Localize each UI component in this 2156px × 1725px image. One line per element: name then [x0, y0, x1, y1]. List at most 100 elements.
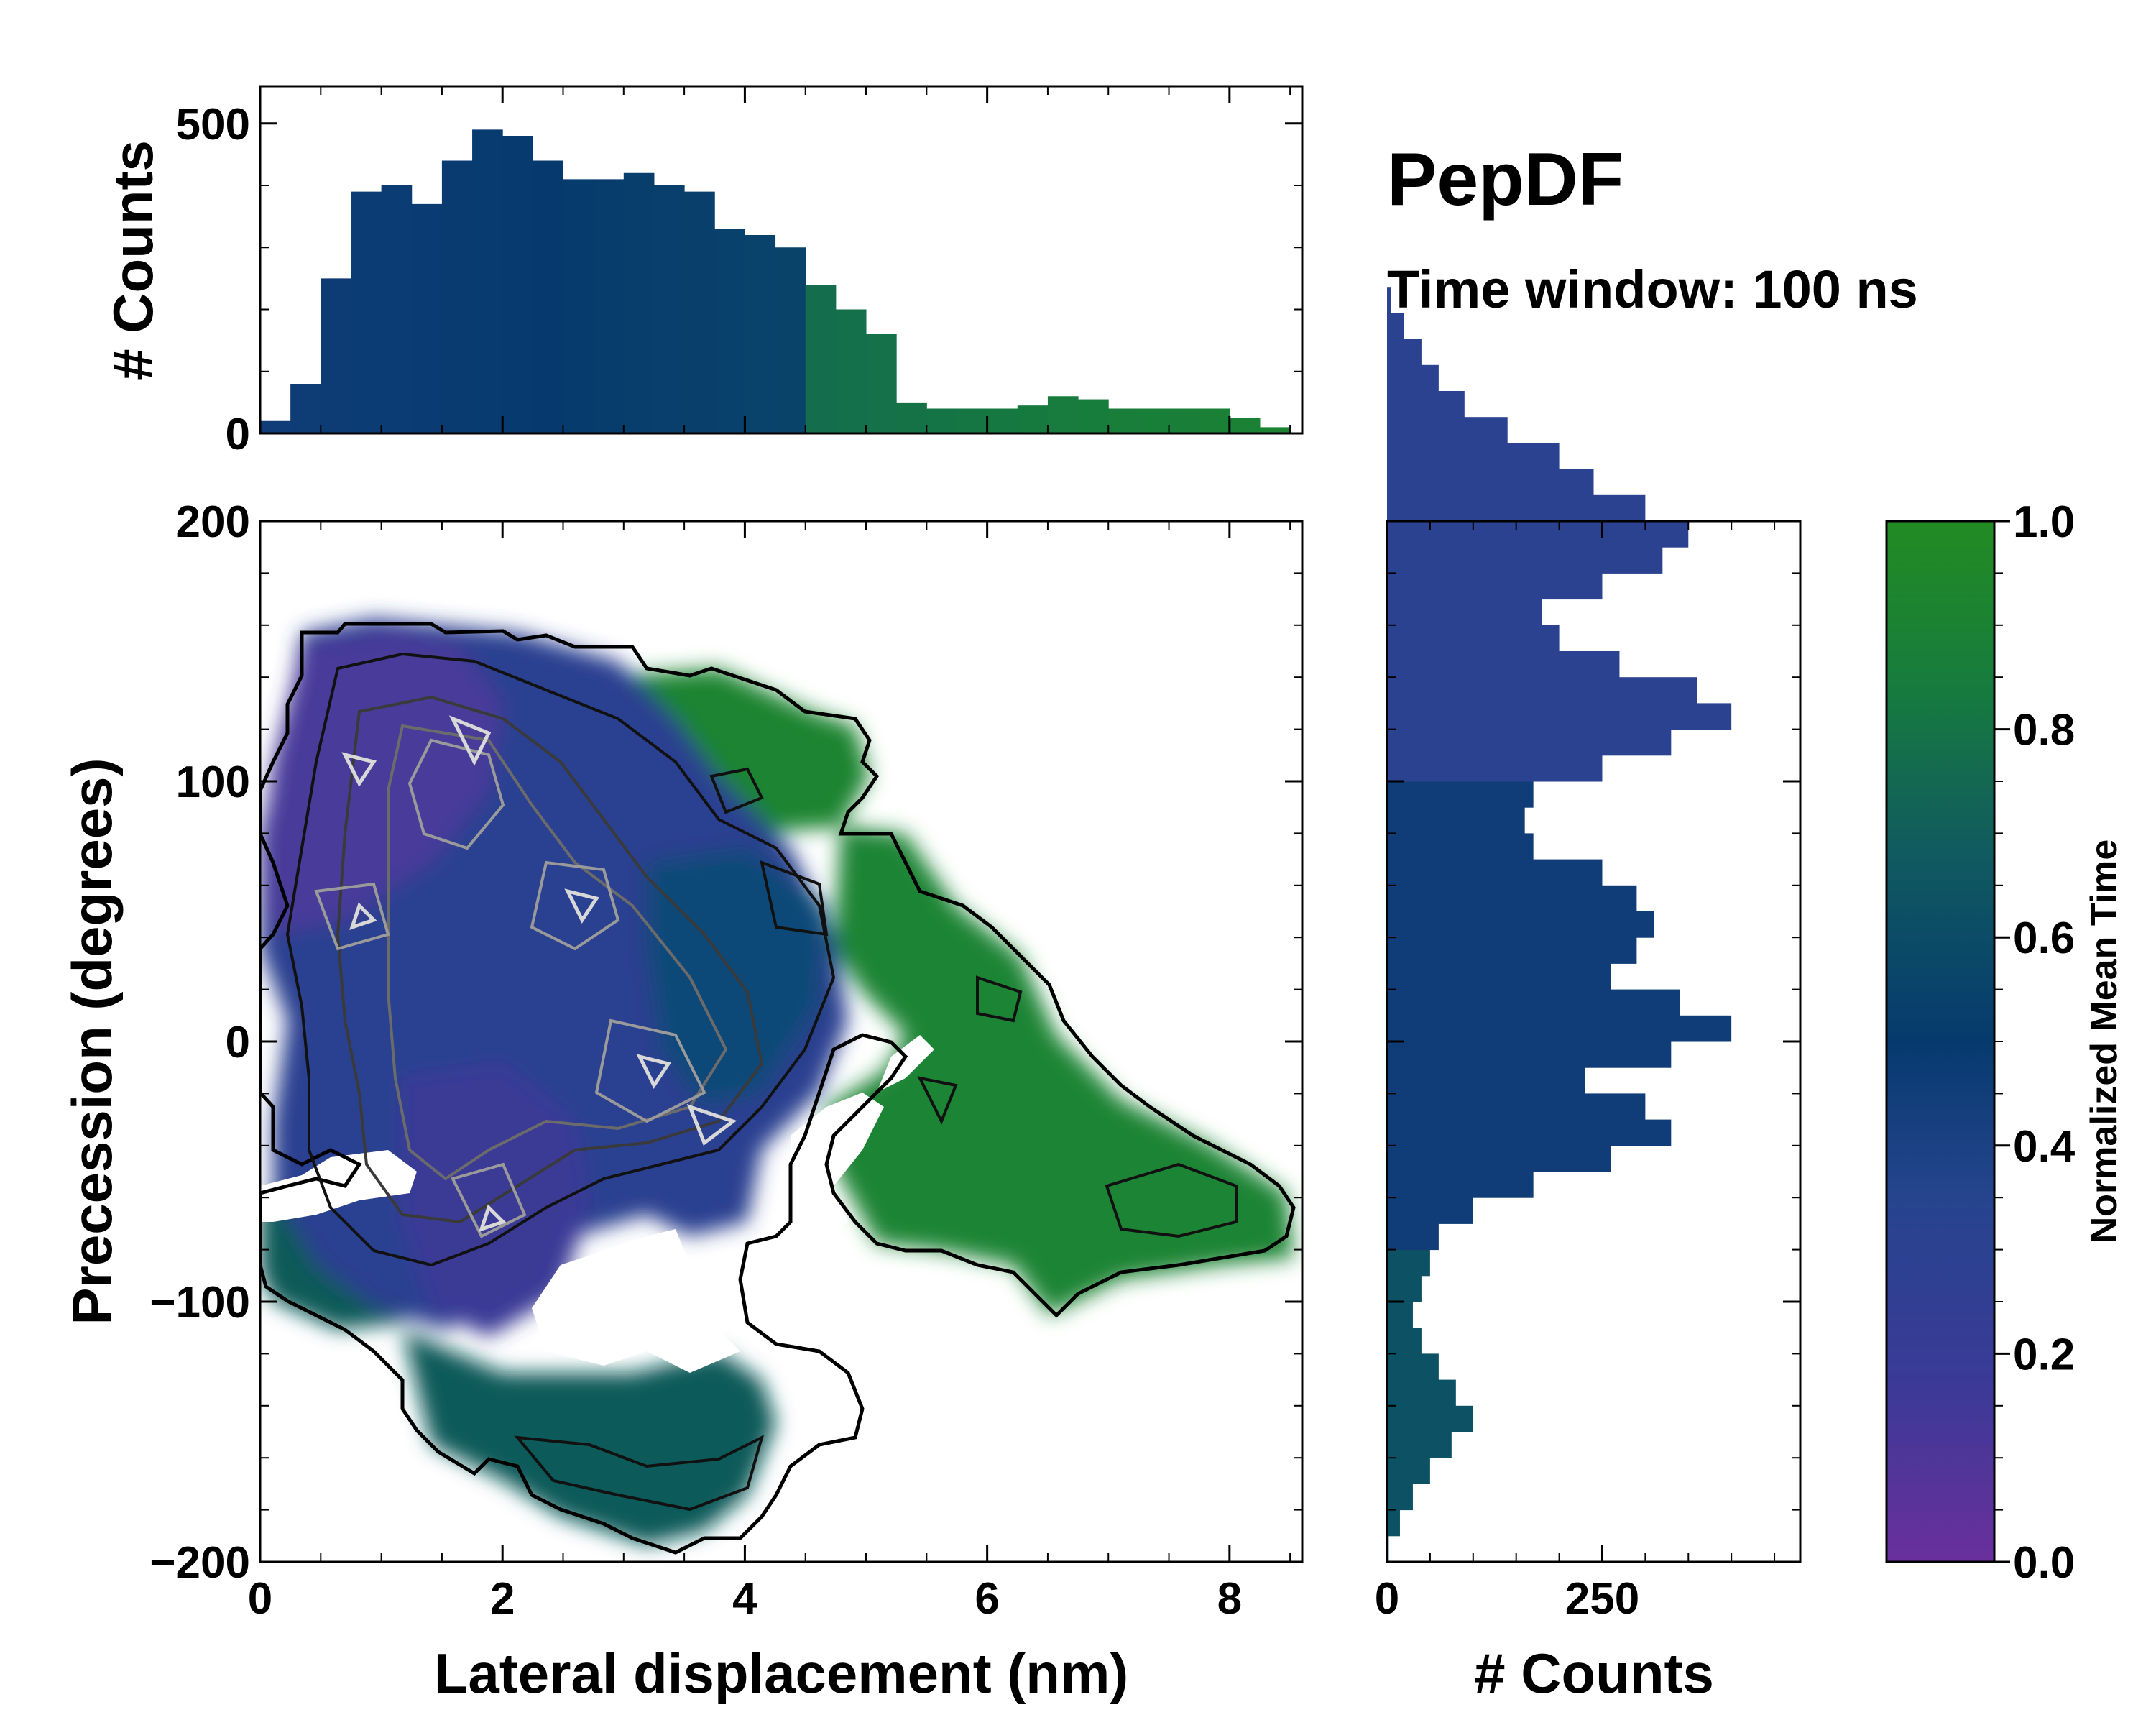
right-histogram-bar: [1387, 1328, 1422, 1354]
right-histogram-bar: [1387, 911, 1654, 938]
main-y-tick-label: −200: [149, 1538, 250, 1588]
right-histogram-bar: [1387, 1197, 1473, 1224]
right-histogram-bar: [1387, 755, 1603, 782]
main-x-tick-label: 8: [1217, 1574, 1242, 1624]
colorbar-tick-label: 0.2: [2013, 1330, 2075, 1379]
right-histogram-bar: [1387, 1484, 1413, 1511]
right-histogram-bar: [1387, 1432, 1452, 1458]
right-histogram-bar: [1387, 1302, 1413, 1328]
top-histogram-bar: [533, 160, 564, 433]
right-histogram-bar: [1387, 1145, 1611, 1172]
right-histogram-bar: [1387, 1275, 1422, 1302]
top-histogram-bar: [1017, 405, 1049, 433]
right-histogram-bar: [1387, 1041, 1672, 1068]
right-histogram-xlabel: # Counts: [1474, 1642, 1714, 1705]
top-histogram-bar: [321, 278, 351, 433]
main-x-tick-label: 6: [975, 1574, 999, 1624]
colorbar-tick-label: 0.4: [2013, 1122, 2076, 1172]
right-histogram-bar: [1387, 885, 1637, 912]
top-histogram-bar: [653, 185, 685, 433]
top-histogram-bar: [684, 191, 715, 433]
top-histogram-bar: [623, 172, 655, 433]
top-histogram-bar: [1078, 399, 1109, 433]
colorbar: 0.0 0.2 0.4 0.6 0.8 1.0 Normalized Mean Time: [1885, 497, 2125, 1588]
right-histogram-bar: [1387, 677, 1697, 704]
right-histogram-bar: [1387, 1249, 1430, 1276]
top-histogram-bar: [1199, 408, 1230, 433]
right-x-tick-label: 250: [1565, 1574, 1639, 1624]
top-histogram-bar: [290, 384, 321, 433]
top-histogram-bar: [593, 179, 625, 433]
right-x-tick-label: 0: [1375, 1574, 1399, 1624]
top-histogram-bar: [1259, 427, 1291, 433]
heatmap-contour-level-4: [314, 738, 706, 1238]
right-histogram-bar: [1387, 469, 1594, 496]
top-histogram-bar: [866, 334, 897, 433]
right-histogram-bar: [1387, 651, 1620, 678]
heatmap-hole-lower: [532, 1229, 740, 1373]
main-x-tick-label: 2: [490, 1574, 515, 1624]
top-histogram-bar: [987, 408, 1018, 433]
top-histogram-bar: [502, 136, 533, 433]
top-histogram-ylabel: # Counts: [101, 140, 165, 380]
right-histogram-bar: [1387, 313, 1404, 340]
top-y-tick-label: 0: [226, 410, 250, 459]
right-histogram-bar: [1387, 364, 1439, 392]
top-histogram-bar: [1169, 408, 1200, 433]
heatmap-contour-right-tail: [917, 975, 1238, 1238]
right-histogram-bar: [1387, 833, 1534, 860]
heatmap-contour-level-5: [341, 715, 737, 1232]
top-histogram-bar: [260, 420, 291, 433]
colorbar-label: Normalized Mean Time: [2083, 840, 2125, 1244]
heatmap-density: [260, 618, 1294, 1545]
main-y-tick-label: −100: [149, 1278, 250, 1328]
heatmap-outer-contour: [260, 622, 1296, 1555]
right-histogram-bar: [1387, 963, 1611, 990]
top-histogram-bar: [351, 191, 382, 433]
top-histogram-bar: [1229, 418, 1261, 433]
right-histogram-bar: [1387, 1379, 1456, 1407]
heatmap-contour-level-2: [336, 695, 764, 1224]
right-histogram-bar: [1387, 1223, 1439, 1251]
colorbar-tick-label: 0.0: [2013, 1538, 2075, 1588]
top-histogram-bar: [381, 185, 413, 433]
right-histogram-bar: [1387, 494, 1646, 522]
top-histogram-bar: [926, 408, 957, 433]
top-histogram-bar: [1047, 396, 1079, 433]
heatmap-region-upper-left: [260, 632, 503, 934]
right-histogram-bar: [1387, 1405, 1473, 1432]
main-y-tick-label: 200: [176, 497, 250, 547]
right-histogram-bar: [1387, 625, 1560, 652]
right-histogram-bar: [1387, 1172, 1534, 1198]
top-histogram-bar: [714, 229, 745, 433]
top-histogram-bar: [957, 408, 988, 433]
right-histogram-bar: [1387, 859, 1603, 886]
right-histogram-bar: [1387, 573, 1603, 600]
heatmap-contour-upper-right: [709, 767, 829, 937]
main-y-tick-label: 0: [226, 1018, 250, 1067]
right-histogram-bar: [1387, 807, 1525, 834]
top-histogram-bar: [775, 247, 806, 433]
main-heatmap-ticks: 0 2 4 6 8 200 100 0 −100 −200: [149, 497, 1302, 1624]
right-histogram-bar: [1387, 547, 1663, 574]
top-histogram-bar: [1138, 408, 1170, 433]
colorbar-gradient: [1885, 520, 1996, 1563]
top-histogram-ticks: 500 0: [176, 86, 1302, 459]
top-histogram: 500 0 # Counts: [101, 85, 1304, 459]
heatmap-region-bottom-loop: [402, 1330, 776, 1545]
top-y-tick-label: 500: [176, 100, 250, 150]
top-histogram-bar: [835, 309, 867, 433]
top-histogram-bar: [472, 129, 503, 433]
right-histogram-bar: [1387, 1067, 1585, 1094]
chart-title: PepDF: [1387, 138, 1623, 221]
main-ylabel: Precession (degrees): [60, 758, 124, 1325]
heatmap-hole-mid-right: [791, 1092, 884, 1236]
right-histogram-bar: [1387, 1119, 1672, 1146]
right-histogram-bar: [1387, 989, 1680, 1016]
right-histogram-bar: [1387, 391, 1465, 418]
heatmap-contour-level-3: [387, 724, 728, 1181]
right-histogram-bar: [1387, 287, 1391, 313]
colorbar-tick-label: 1.0: [2013, 497, 2075, 547]
main-x-tick-label: 4: [732, 1574, 757, 1624]
right-histogram-bars: [1387, 287, 1732, 1563]
